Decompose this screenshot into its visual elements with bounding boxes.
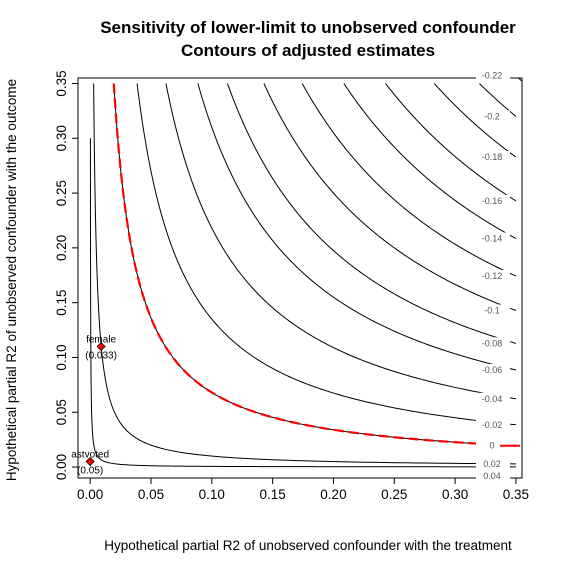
contour-label-bg xyxy=(476,304,510,317)
benchmark-point xyxy=(96,341,106,352)
contour-line xyxy=(113,83,516,447)
contour-line xyxy=(226,83,517,344)
contour-line xyxy=(136,83,516,426)
contour-line xyxy=(165,83,516,400)
contour-label: -0.02 xyxy=(482,420,503,430)
contour-label: -0.18 xyxy=(482,152,503,162)
contour-label: -0.04 xyxy=(482,394,503,404)
contour-label: -0.1 xyxy=(484,305,500,315)
benchmark-value: (0.033) xyxy=(85,350,117,361)
contour-label-bg xyxy=(476,363,510,376)
plot-area xyxy=(89,78,522,468)
contour-label-bg xyxy=(476,470,510,482)
x-tick-label: 0.35 xyxy=(503,487,529,502)
y-tick-label: 0.05 xyxy=(54,399,69,425)
contour-label: -0.16 xyxy=(482,196,503,206)
contour-line xyxy=(517,78,522,82)
contour-label: -0.2 xyxy=(484,111,500,121)
contour-label: -0.06 xyxy=(482,365,503,375)
x-tick-label: 0.10 xyxy=(199,487,225,502)
benchmark-name: astvoted xyxy=(71,450,109,461)
contour-line xyxy=(89,138,516,468)
contour-line xyxy=(263,83,517,311)
contour-label: -0.08 xyxy=(482,338,503,348)
contour-label: -0.22 xyxy=(482,71,503,81)
contour-label-bg xyxy=(476,270,510,283)
contour-label-bg xyxy=(476,232,510,245)
chart-title: Sensitivity of lower-limit to unobserved… xyxy=(100,18,516,37)
contour-label-bg xyxy=(476,392,510,405)
y-tick-label: 0.15 xyxy=(54,290,69,316)
contour-label: 0.04 xyxy=(483,471,501,481)
contour-label-bg xyxy=(476,457,510,470)
contour-line xyxy=(343,83,517,239)
contour-label: 0 xyxy=(489,441,494,451)
y-axis-label: Hypothetical partial R2 of unobserved co… xyxy=(4,79,19,481)
y-tick-label: 0.00 xyxy=(54,454,69,480)
x-tick-label: 0.15 xyxy=(259,487,285,502)
contour-line xyxy=(93,83,516,465)
contour-label: -0.14 xyxy=(482,233,503,243)
contour-line xyxy=(197,83,517,371)
x-tick-label: 0.30 xyxy=(442,487,468,502)
contour-line xyxy=(433,83,517,158)
contour-label-bg xyxy=(476,439,510,452)
contour-label-bg xyxy=(476,418,510,431)
x-tick-label: 0.25 xyxy=(381,487,407,502)
contour-label: -0.12 xyxy=(482,271,503,281)
x-tick-label: 0.20 xyxy=(320,487,346,502)
chart-subtitle: Contours of adjusted estimates xyxy=(181,41,435,60)
y-tick-label: 0.25 xyxy=(54,180,69,206)
benchmark-name: female xyxy=(86,334,116,345)
benchmark-value: (0.05) xyxy=(77,466,103,477)
x-tick-label: 0.00 xyxy=(77,487,103,502)
benchmark-point xyxy=(85,456,95,467)
contour-label-bg xyxy=(476,337,510,350)
y-tick-label: 0.20 xyxy=(54,235,69,261)
contour-label-bg xyxy=(476,151,510,164)
contour-line xyxy=(385,83,517,202)
y-tick-label: 0.35 xyxy=(54,70,69,96)
y-tick-label: 0.10 xyxy=(54,344,69,370)
contour-label-bg xyxy=(476,69,510,82)
contour-label-bg xyxy=(476,110,510,123)
x-tick-label: 0.05 xyxy=(138,487,164,502)
contour-label-bg xyxy=(476,194,510,207)
contour-label: 0.02 xyxy=(483,459,501,469)
y-tick-label: 0.30 xyxy=(54,125,69,151)
plot-frame xyxy=(77,77,523,479)
threshold-line xyxy=(112,83,516,447)
contour-line xyxy=(301,83,517,277)
x-axis-label: Hypothetical partial R2 of unobserved co… xyxy=(104,538,512,553)
